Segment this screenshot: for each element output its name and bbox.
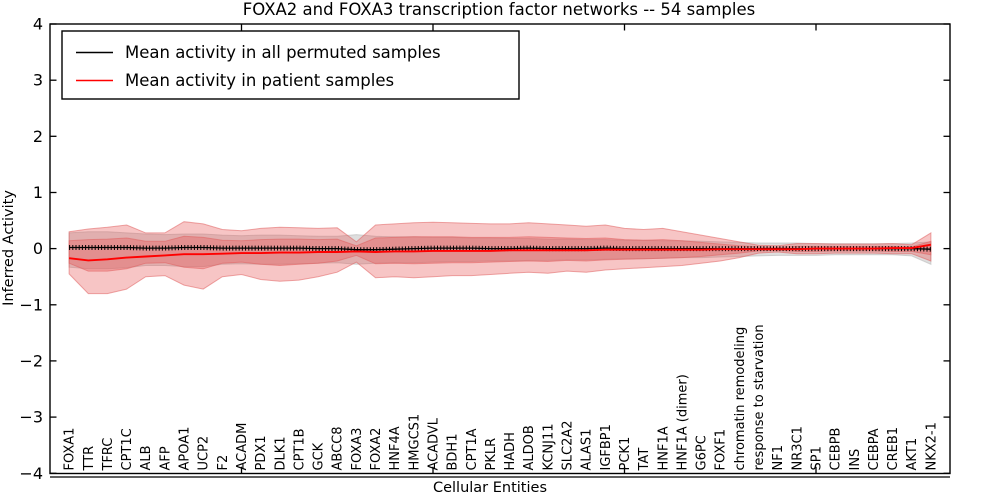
band-patient-samples-range-inner (68, 235, 932, 272)
x-category-label: BDH1 (446, 434, 461, 471)
x-category-label: FOXA3 (350, 428, 365, 471)
x-category-label: chromatin remodeling (733, 327, 748, 471)
x-category-label: ABCC8 (331, 426, 346, 470)
x-category-label: GCK (312, 442, 327, 470)
x-category-label: TTR (82, 446, 97, 472)
band-patient-samples-range-outer (68, 221, 932, 295)
x-category-label: ACADVL (427, 417, 442, 470)
x-category-label: PKLR (484, 438, 499, 471)
x-category-label: UCP2 (197, 436, 212, 471)
series-line-patient (68, 243, 932, 262)
x-category-label: IGFBP1 (599, 424, 614, 470)
x-category-label: HADH (503, 432, 518, 470)
series-lines (68, 243, 932, 262)
x-axis-title: Cellular Entities (433, 480, 547, 496)
x-category-label: response to starvation (752, 324, 767, 470)
x-category-label: FOXF1 (714, 429, 729, 471)
y-tick-label: 4 (33, 15, 43, 34)
x-category-label: CEBPB (829, 428, 844, 471)
x-category-label: KCNJ11 (541, 424, 556, 471)
x-category-label: PCK1 (618, 437, 633, 471)
legend-label-permuted: Mean activity in all permuted samples (125, 43, 441, 62)
chart-title: FOXA2 and FOXA3 transcription factor net… (243, 0, 755, 19)
x-category-label: AFP (158, 446, 173, 470)
y-tick-label: −4 (19, 464, 43, 483)
x-category-label: TFRC (101, 438, 116, 472)
x-category-label: F2 (216, 455, 231, 471)
x-category-label: NF1 (771, 445, 786, 470)
y-tick-label: 0 (33, 239, 43, 258)
x-category-label: NKX2-1 (924, 422, 939, 470)
y-tick-label: 3 (33, 71, 43, 90)
y-axis-title: Inferred Activity (1, 190, 17, 306)
x-category-label: PDX1 (254, 435, 269, 470)
x-category-label: DLK1 (273, 436, 288, 470)
x-category-label: APOA1 (178, 427, 193, 471)
x-category-label: FOXA1 (63, 428, 78, 471)
x-category-label: CREB1 (886, 427, 901, 471)
y-tick-labels: 4 3 2 1 0 −1 −2 −3 −4 (19, 15, 43, 483)
x-category-label: HMGCS1 (407, 414, 422, 471)
x-category-label: HNF1A (656, 426, 671, 470)
x-category-label: G6PC (695, 435, 710, 470)
x-category-label: ALB (139, 445, 154, 470)
x-category-label: SP1 (810, 446, 825, 470)
x-category-label: SLC2A2 (561, 420, 576, 470)
x-category-label: NR3C1 (790, 426, 805, 470)
x-category-label: TAT (637, 448, 652, 472)
y-tick-label: 2 (33, 127, 43, 146)
y-tick-label: −1 (19, 295, 43, 314)
y-tick-label: −3 (19, 408, 43, 427)
x-category-label: CPT1B (292, 428, 307, 470)
axes-frame (49, 23, 951, 475)
legend: Mean activity in all permuted samples Me… (61, 30, 520, 100)
x-category-label: INS (848, 449, 863, 471)
x-category-label: CPT1A (465, 428, 480, 470)
x-category-label: AKT1 (905, 438, 920, 471)
x-category-labels: FOXA1 TTR TFRC CPT1C ALB AFP APOA1 UCP2 F2 ACADM P… (63, 324, 940, 471)
x-category-label: ALAS1 (580, 429, 595, 471)
y-tick-label: 1 (33, 183, 43, 202)
x-category-label: CEBPA (867, 428, 882, 470)
x-category-label: HNF1A (dimer) (675, 374, 690, 470)
x-category-label: FOXA2 (369, 428, 384, 471)
x-category-label: CPT1C (120, 428, 135, 470)
legend-box (61, 30, 520, 100)
x-category-label: HNF4A (388, 426, 403, 470)
legend-label-patient: Mean activity in patient samples (125, 71, 394, 90)
x-category-label: ACADM (235, 423, 250, 471)
y-tick-label: −2 (19, 351, 43, 370)
x-category-label: ALDOB (522, 425, 537, 470)
